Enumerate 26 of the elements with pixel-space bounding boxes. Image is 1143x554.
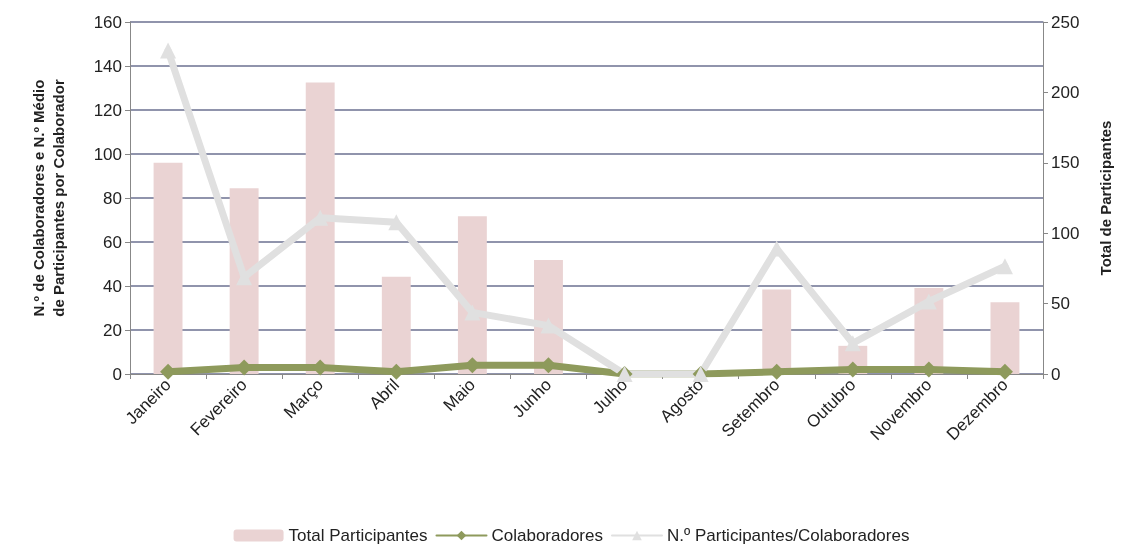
y-tick-label: 100: [93, 144, 122, 164]
y2-tick-label: 50: [1051, 294, 1070, 314]
point: [996, 258, 1013, 275]
y-tick-label: 40: [103, 276, 122, 296]
bar: [990, 302, 1020, 374]
y2-axis-title: Total de Participantes: [1096, 120, 1114, 276]
y-tick-label: 160: [93, 12, 122, 32]
y-tick-label: 140: [93, 56, 122, 76]
y-tick-label: 20: [103, 320, 122, 340]
y2-tick-label: 0: [1051, 364, 1061, 384]
point: [844, 335, 861, 352]
y2-tick-label: 250: [1051, 12, 1080, 32]
y2-tick-label: 100: [1051, 223, 1080, 243]
y-tick-label: 60: [103, 232, 122, 252]
y-tick-label: 120: [93, 100, 122, 120]
point: [160, 42, 177, 59]
legend-label: Total Participantes: [288, 526, 428, 545]
y2-tick-label: 200: [1051, 82, 1080, 102]
y-tick-label: 80: [103, 188, 122, 208]
legend-label: N.º Participantes/Colaboradores: [666, 526, 910, 545]
legend-label: Colaboradores: [491, 526, 603, 545]
y-tick-label: 0: [112, 364, 122, 384]
bar: [305, 82, 335, 374]
bar: [153, 162, 183, 374]
y2-tick-label: 150: [1051, 153, 1080, 173]
y-axis-title: N.º de Colaboradores e N.º Médio de Participantes por Colaborador: [29, 79, 67, 317]
